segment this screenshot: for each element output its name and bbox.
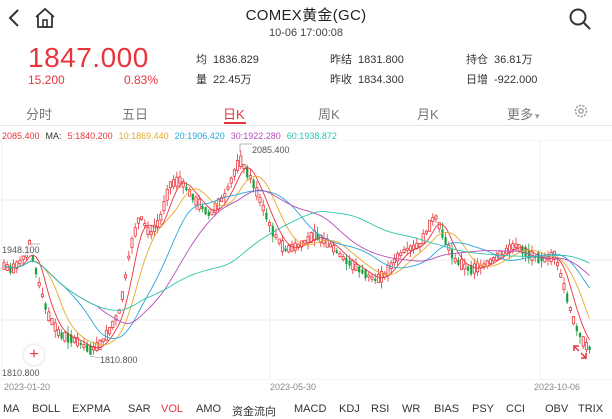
- low-price-label: 1810.800: [100, 355, 138, 365]
- indicator-4[interactable]: VOL: [161, 403, 184, 415]
- page-title: COMEX黄金(GC): [245, 7, 367, 24]
- active-tab-indicator: [224, 122, 246, 124]
- stat-prev-close: 昨收 1834.300: [330, 74, 404, 86]
- price-change-percent: 0.83%: [124, 73, 159, 87]
- tab-intraday[interactable]: 分时: [26, 107, 53, 122]
- ma-legend-ma10: 10:1869.440: [118, 131, 169, 141]
- high-price-label: 2085.400: [252, 145, 290, 155]
- home-button[interactable]: [32, 6, 58, 30]
- indicator-5[interactable]: AMO: [196, 403, 222, 415]
- stat-prev-settle: 昨结 1831.800: [330, 54, 404, 66]
- left-price-mark: 1948.100: [2, 245, 40, 255]
- last-price: 1847.000: [28, 42, 149, 73]
- indicator-12[interactable]: PSY: [472, 403, 495, 415]
- caret-down-icon: ▾: [535, 111, 540, 121]
- stat-open-interest: 持仓 36.81万: [466, 54, 533, 66]
- ma-legend-label: MA:: [45, 131, 62, 141]
- home-icon: [35, 7, 55, 28]
- ma-legend-ma30: 30:1922.280: [230, 131, 281, 141]
- ma-legend-ma5: 5:1840.200: [67, 131, 113, 141]
- gear-icon: [574, 104, 588, 118]
- ma-legend: 2085.400 MA: 5:1840.200 10:1869.440 20:1906.…: [2, 131, 343, 141]
- indicator-3[interactable]: SAR: [128, 403, 151, 415]
- stat-average: 均 1836.829: [196, 54, 259, 66]
- add-button[interactable]: +: [24, 345, 44, 365]
- ma-legend-ma20: 20:1906.420: [174, 131, 225, 141]
- stat-volume: 量 22.45万: [196, 74, 252, 86]
- indicator-11[interactable]: BIAS: [434, 403, 460, 415]
- tab-daily-k[interactable]: 日K: [223, 107, 245, 122]
- price-change: 15.200: [28, 73, 65, 87]
- tab-monthly-k[interactable]: 月K: [417, 107, 439, 122]
- indicator-14[interactable]: OBV: [545, 403, 569, 415]
- indicator-9[interactable]: RSI: [371, 403, 390, 415]
- indicator-10[interactable]: WR: [402, 403, 421, 415]
- settings-button[interactable]: [573, 103, 589, 119]
- indicator-6[interactable]: 资金流向: [232, 406, 276, 418]
- indicator-1[interactable]: BOLL: [32, 403, 61, 415]
- stat-daily-increase: 日增 -922.000: [466, 74, 538, 86]
- ma-legend-max: 2085.400: [2, 131, 40, 141]
- ma-legend-ma60: 60:1938.872: [286, 131, 337, 141]
- tab-five-day[interactable]: 五日: [122, 107, 149, 122]
- indicator-0[interactable]: MA: [3, 403, 20, 415]
- tab-more[interactable]: 更多 ▾: [507, 107, 540, 122]
- search-button[interactable]: [566, 6, 594, 32]
- axis-min-label: 1810.800: [2, 368, 40, 378]
- search-icon: [569, 8, 591, 30]
- indicator-8[interactable]: KDJ: [339, 403, 360, 415]
- date-label-mid: 2023-05-30: [270, 382, 317, 392]
- indicator-7[interactable]: MACD: [294, 403, 327, 415]
- period-tabs: 分时 五日 日K 周K 月K 更多 ▾: [0, 98, 612, 126]
- date-label-start: 2023-01-20: [4, 382, 51, 392]
- date-label-end: 2023-10-06: [534, 382, 581, 392]
- title-block: COMEX黄金(GC) 10-06 17:00:08: [0, 4, 612, 39]
- expand-icon: [573, 345, 587, 359]
- header: COMEX黄金(GC) 10-06 17:00:08: [0, 0, 612, 40]
- fullscreen-button[interactable]: [571, 343, 589, 361]
- plus-icon: +: [29, 346, 39, 363]
- candlestick-chart[interactable]: [0, 140, 612, 380]
- back-button[interactable]: [4, 6, 26, 30]
- indicator-2[interactable]: EXPMA: [72, 403, 111, 415]
- page-timestamp: 10-06 17:00:08: [268, 27, 343, 39]
- indicator-15[interactable]: TRIX: [578, 403, 604, 415]
- indicator-13[interactable]: CCI: [506, 403, 525, 415]
- chevron-left-icon: [8, 9, 19, 27]
- indicator-bar: MA BOLL EXPMA SAR VOL AMO 资金流向 MACD KDJ RSI WR BIAS…: [0, 398, 612, 419]
- tab-weekly-k[interactable]: 周K: [318, 107, 340, 122]
